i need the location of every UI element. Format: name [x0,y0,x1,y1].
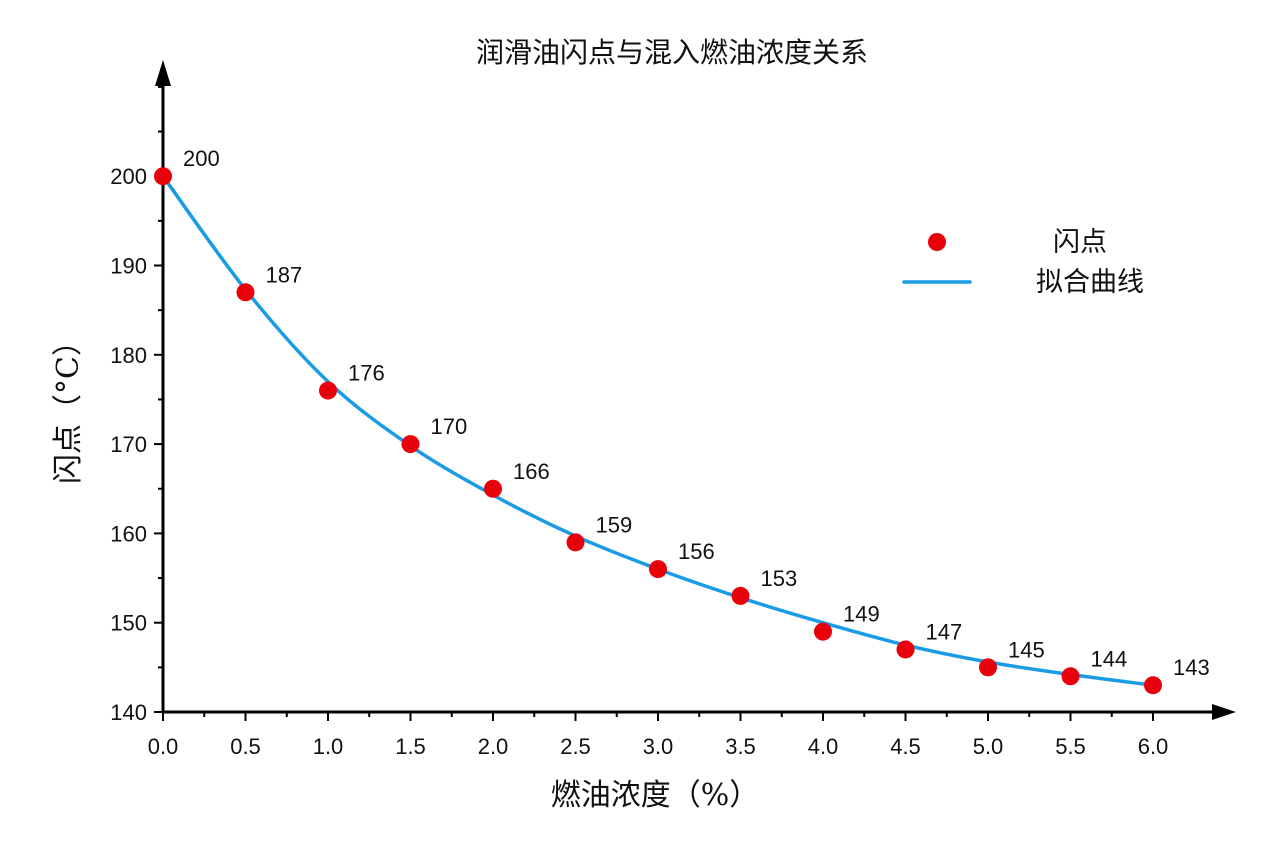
y-tick-label: 180 [110,343,147,368]
data-label: 170 [431,414,468,439]
points-layer: 200 187 176 170 166 159 156 153 149 147 145 144 143 [154,146,1210,695]
x-tick-label: 5.0 [973,734,1004,759]
x-axis-label: 燃油浓度（%） [551,778,760,813]
data-point [979,658,997,677]
data-point [319,381,337,400]
data-point [814,622,832,641]
x-tick-label: 0.0 [148,734,179,759]
data-point [649,560,667,579]
data-label: 149 [843,602,880,627]
data-point [896,640,915,659]
data-label: 143 [1173,655,1210,680]
data-label: 156 [678,539,715,564]
y-tick-label: 170 [110,432,147,457]
data-label: 144 [1091,646,1128,671]
data-point [566,533,585,552]
y-axis-arrow-icon [155,60,171,86]
x-tick-label: 3.5 [725,734,756,759]
data-point [1144,676,1162,695]
data-point [236,283,255,302]
x-tick-label: 3.0 [643,734,674,759]
data-label: 200 [183,146,220,171]
chart-title: 润滑油闪点与混入燃油浓度关系 [476,36,868,69]
x-tick-label: 5.5 [1055,734,1086,759]
fit-curve-layer [161,175,1154,687]
y-tick-label: 190 [110,254,147,279]
data-point [731,586,750,605]
legend-label-fit-curve: 拟合曲线 [1036,267,1144,298]
data-label: 176 [348,361,385,386]
fit-curve-line [161,175,1154,687]
x-axis-arrow-icon [1212,704,1236,720]
data-point [401,435,420,454]
legend: 闪点 拟合曲线 [902,227,1144,298]
y-tick-label: 200 [110,164,147,189]
data-point [484,479,502,498]
y-tick-label: 150 [110,611,147,636]
axes: 0.0 0.5 1.0 1.5 2.0 2.5 3.0 3.5 4.0 4.5 5.0 5.5 6.0 1… [110,60,1236,759]
data-label: 147 [926,619,963,644]
x-tick-label: 2.5 [560,734,591,759]
data-label: 187 [266,262,303,287]
data-label: 166 [513,459,550,484]
data-point [1061,667,1080,686]
x-tick-label: 2.0 [478,734,509,759]
x-tick-label: 4.0 [808,734,839,759]
x-tick-label: 6.0 [1138,734,1169,759]
data-label: 159 [596,512,633,537]
y-tick-label: 160 [110,521,147,546]
x-tick-label: 1.0 [313,734,344,759]
data-point [154,167,172,186]
x-tick-label: 1.5 [395,734,426,759]
data-label: 145 [1008,637,1045,662]
legend-marker-flash-point [928,233,946,251]
x-tick-label: 4.5 [890,734,921,759]
legend-label-flash-point: 闪点 [1053,227,1107,258]
x-tick-label: 0.5 [230,734,261,759]
y-axis-label: 闪点（°C） [51,326,86,484]
y-tick-label: 140 [110,700,147,725]
data-label: 153 [761,566,798,591]
